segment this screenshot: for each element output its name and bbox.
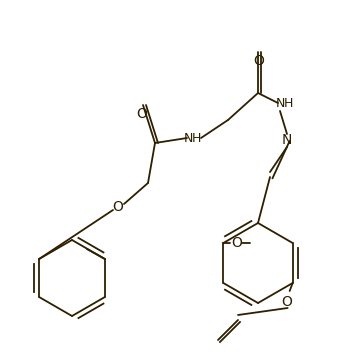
Text: O: O <box>281 295 292 309</box>
Text: N: N <box>183 131 193 144</box>
Text: H: H <box>191 131 201 144</box>
Text: H: H <box>283 96 293 109</box>
Text: O: O <box>112 200 123 214</box>
Text: N: N <box>282 133 292 147</box>
Text: O: O <box>231 236 242 250</box>
Text: O: O <box>254 54 265 68</box>
Text: O: O <box>137 107 148 121</box>
Text: N: N <box>275 96 285 109</box>
